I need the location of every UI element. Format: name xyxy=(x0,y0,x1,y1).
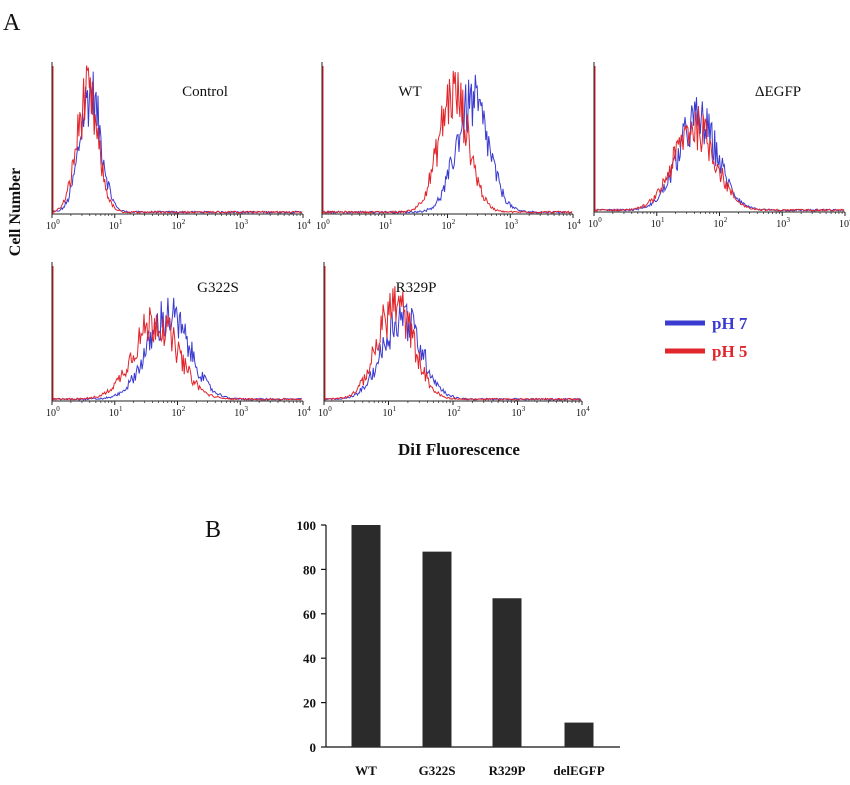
bar-category-label: delEGFP xyxy=(553,763,604,778)
legend-label-ph7: pH 7 xyxy=(712,314,748,333)
bar-y-tick-label: 20 xyxy=(303,696,316,711)
bar-g322s xyxy=(422,551,452,747)
hist-tick-exponent: 0 xyxy=(326,218,330,226)
hist-tick-exponent: 1 xyxy=(393,405,397,413)
hist-tick-label: 10 xyxy=(588,219,598,230)
hist-series-ph5 xyxy=(322,70,573,215)
hist-title: WT xyxy=(398,84,421,100)
hist-tick-label: 10 xyxy=(172,408,182,419)
hist-tick-label: 10 xyxy=(297,408,307,419)
hist-tick-label: 10 xyxy=(576,408,586,419)
hist-tick-label: 10 xyxy=(447,408,457,419)
hist-tick-exponent: 4 xyxy=(586,405,590,413)
bar-wt xyxy=(351,525,381,747)
hist-tick-label: 10 xyxy=(318,408,328,419)
hist-title: ΔEGFP xyxy=(755,84,801,100)
bar-r329p xyxy=(492,598,522,747)
hist-tick-label: 10 xyxy=(383,408,393,419)
hist-tick-exponent: 3 xyxy=(245,218,249,226)
hist-tick-exponent: 4 xyxy=(307,218,311,226)
hist-tick-exponent: 3 xyxy=(515,218,519,226)
hist-tick-label: 10 xyxy=(776,219,786,230)
hist-title: G322S xyxy=(197,280,239,296)
hist-series-ph7 xyxy=(52,297,303,401)
bar-y-tick-label: 0 xyxy=(310,740,317,755)
hist-tick-label: 10 xyxy=(379,221,389,232)
hist-tick-exponent: 1 xyxy=(661,216,665,224)
hist-tick-label: 10 xyxy=(172,221,182,232)
hist-tick-label: 10 xyxy=(316,221,326,232)
hist-series-ph5 xyxy=(52,307,303,401)
histogram-delta-egfp: ΔEGFP100101102103104 xyxy=(588,62,850,230)
bar-y-tick-label: 40 xyxy=(303,651,316,666)
hist-tick-exponent: 3 xyxy=(787,216,791,224)
hist-tick-label: 10 xyxy=(839,219,849,230)
hist-tick-label: 10 xyxy=(46,408,56,419)
hist-tick-exponent: 2 xyxy=(457,405,461,413)
hist-tick-exponent: 2 xyxy=(182,405,186,413)
hist-tick-label: 10 xyxy=(234,221,244,232)
hist-tick-label: 10 xyxy=(512,408,522,419)
hist-series-ph5 xyxy=(324,286,582,401)
hist-title: Control xyxy=(182,84,228,100)
hist-tick-exponent: 2 xyxy=(452,218,456,226)
hist-tick-label: 10 xyxy=(714,219,724,230)
hist-tick-exponent: 2 xyxy=(182,218,186,226)
hist-tick-label: 10 xyxy=(442,221,452,232)
bar-delegfp xyxy=(564,722,594,747)
hist-tick-label: 10 xyxy=(109,221,119,232)
hist-tick-exponent: 0 xyxy=(56,405,60,413)
panel-label-a: A xyxy=(3,10,21,36)
legend: pH 7 pH 5 xyxy=(665,314,748,361)
legend-label-ph5: pH 5 xyxy=(712,342,747,361)
bar-y-tick-label: 100 xyxy=(297,518,317,533)
bar-y-tick-label: 60 xyxy=(303,607,316,622)
hist-tick-exponent: 0 xyxy=(598,216,602,224)
hist-series-ph5 xyxy=(595,105,845,212)
bar-y-tick-label: 80 xyxy=(303,562,316,577)
hist-tick-label: 10 xyxy=(234,408,244,419)
hist-tick-label: 10 xyxy=(504,221,514,232)
hist-tick-exponent: 3 xyxy=(522,405,526,413)
hist-tick-exponent: 3 xyxy=(245,405,249,413)
hist-tick-label: 10 xyxy=(297,221,307,232)
hist-tick-exponent: 0 xyxy=(328,405,332,413)
hist-tick-exponent: 4 xyxy=(577,218,581,226)
bar-chart: 0 20 40 60 80 100 WT G322S R329P delEGFP xyxy=(297,518,620,778)
hist-tick-label: 10 xyxy=(109,408,119,419)
hist-tick-exponent: 1 xyxy=(389,218,393,226)
hist-tick-exponent: 1 xyxy=(119,405,123,413)
x-axis-label-a: DiI Fluorescence xyxy=(398,440,520,459)
hist-tick-exponent: 2 xyxy=(724,216,728,224)
bar-category-label: G322S xyxy=(419,763,456,778)
hist-tick-label: 10 xyxy=(567,221,577,232)
hist-tick-exponent: 0 xyxy=(56,218,60,226)
y-axis-label-a: Cell Number xyxy=(7,168,24,256)
hist-series-ph7 xyxy=(324,302,582,401)
bar-category-label: R329P xyxy=(489,763,526,778)
hist-tick-exponent: 1 xyxy=(119,218,123,226)
panel-label-b: B xyxy=(205,517,221,543)
hist-series-ph5 xyxy=(52,65,303,214)
bar-category-label: WT xyxy=(355,763,377,778)
hist-tick-label: 10 xyxy=(46,221,56,232)
hist-tick-exponent: 4 xyxy=(307,405,311,413)
hist-title: R329P xyxy=(396,280,437,296)
hist-series-ph7 xyxy=(594,97,845,212)
hist-tick-label: 10 xyxy=(651,219,661,230)
